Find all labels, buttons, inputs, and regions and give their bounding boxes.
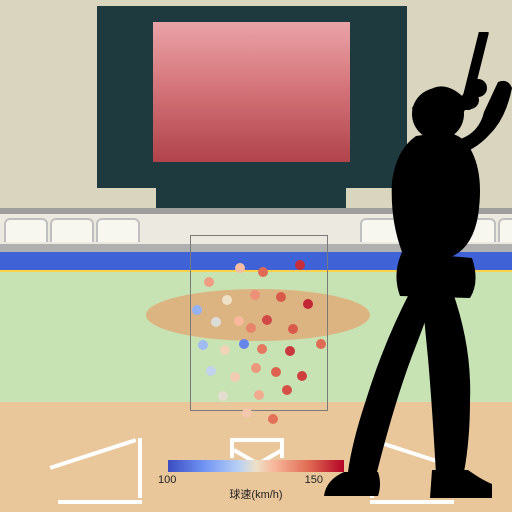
pitch-dot	[262, 315, 272, 325]
pitch-dot	[192, 305, 202, 315]
pitch-location-chart: 100150 球速(km/h)	[0, 0, 512, 512]
pitch-dot	[288, 324, 298, 334]
bleacher-seat	[50, 218, 94, 242]
pitch-dot	[295, 260, 305, 270]
legend-colorbar	[168, 460, 344, 472]
pitch-dot	[254, 390, 264, 400]
pitch-dot	[276, 292, 286, 302]
pitch-dot	[246, 323, 256, 333]
pitch-dot	[222, 295, 232, 305]
pitch-dot	[303, 299, 313, 309]
batter-icon	[320, 32, 512, 502]
pitch-dot	[271, 367, 281, 377]
legend-label: 球速(km/h)	[168, 486, 344, 502]
pitch-dot	[198, 340, 208, 350]
pitch-dot	[218, 391, 228, 401]
pitch-dot	[285, 346, 295, 356]
pitch-dot	[297, 371, 307, 381]
pitch-dot	[268, 414, 278, 424]
plate-line	[138, 438, 142, 498]
pitch-dot	[230, 372, 240, 382]
plate-line	[58, 500, 142, 504]
pitch-dot	[242, 408, 252, 418]
pitch-dot	[204, 277, 214, 287]
pitch-dot	[282, 385, 292, 395]
pitch-dot	[235, 263, 245, 273]
pitch-dot	[258, 267, 268, 277]
legend-tick: 100	[158, 474, 176, 486]
speed-legend: 100150 球速(km/h)	[168, 460, 344, 498]
batter-silhouette	[320, 32, 512, 502]
pitch-dot	[250, 290, 260, 300]
pitch-dot	[220, 345, 230, 355]
bleacher-seat	[96, 218, 140, 242]
pitch-dot	[206, 366, 216, 376]
pitch-dot	[211, 317, 221, 327]
pitch-dot	[239, 339, 249, 349]
pitch-dot	[251, 363, 261, 373]
plate-line	[230, 438, 234, 458]
pitch-dot	[257, 344, 267, 354]
plate-line	[232, 438, 282, 442]
pitch-dot	[234, 316, 244, 326]
bleacher-seat	[4, 218, 48, 242]
